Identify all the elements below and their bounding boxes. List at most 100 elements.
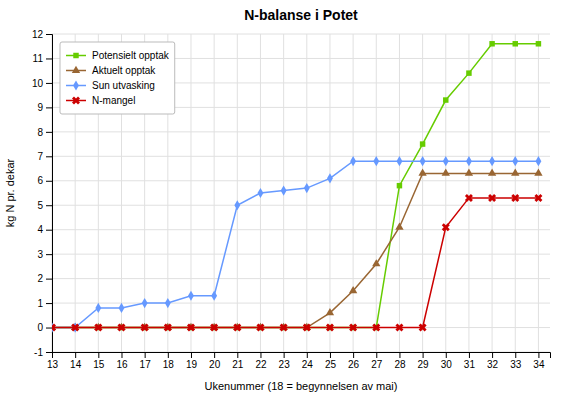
point — [281, 185, 287, 195]
point — [488, 169, 496, 176]
legend-symbol — [72, 66, 80, 73]
legend-label: Potensielt opptak — [92, 50, 170, 61]
tick-mark — [515, 352, 516, 358]
tick-label: 23 — [279, 359, 291, 370]
tick-label: 11 — [33, 53, 44, 64]
legend-label: Sun utvasking — [92, 80, 155, 91]
x-axis-label: Ukenummer (18 = begynnelsen av mai) — [205, 380, 398, 392]
point — [115, 322, 127, 334]
tick: 30 — [441, 352, 453, 370]
grid-line-x — [329, 34, 330, 352]
tick-label: 22 — [255, 359, 267, 370]
point — [535, 156, 541, 166]
tick-mark — [46, 181, 52, 182]
legend-item: Potensielt opptak — [66, 50, 170, 61]
point — [326, 308, 334, 315]
chart-container: 1314151617181920212223242526272829303132… — [0, 0, 568, 400]
tick-label: 20 — [209, 359, 221, 370]
point — [92, 322, 104, 334]
tick: 19 — [186, 352, 198, 370]
point — [304, 183, 310, 193]
series-line — [52, 173, 538, 327]
grid-line-y — [52, 34, 550, 35]
tick-label: 18 — [163, 359, 175, 370]
grid-line-y — [52, 205, 550, 206]
tick-label: 30 — [441, 359, 453, 370]
legend-box — [60, 42, 175, 114]
marks — [52, 41, 544, 333]
tick: 13 — [47, 352, 59, 370]
tick-mark — [46, 107, 52, 108]
tick-label: 27 — [371, 359, 383, 370]
axis-line — [53, 353, 551, 359]
y-axis-label: kg N pr. dekar — [4, 158, 16, 227]
point — [95, 303, 101, 313]
title: N-balanse i Potet — [244, 7, 358, 23]
tick-label: 31 — [464, 359, 476, 370]
tick: 23 — [279, 352, 291, 370]
plot-area: 1314151617181920212223242526272829303132… — [32, 29, 551, 370]
grid-line-y — [52, 278, 550, 279]
point — [443, 97, 448, 102]
point — [231, 322, 243, 334]
tick: 3 — [37, 249, 52, 260]
tick: 4 — [37, 224, 52, 235]
grid-line-x — [399, 34, 400, 352]
tick-mark — [46, 352, 52, 353]
tick-mark — [46, 58, 52, 59]
tick-label: 15 — [93, 359, 105, 370]
grid-line-y — [52, 229, 550, 230]
point — [463, 192, 475, 204]
tick-mark — [399, 352, 400, 358]
grid — [52, 34, 550, 352]
legend-label: N-mangel — [92, 95, 135, 106]
tick-mark — [492, 352, 493, 358]
tick-label: 10 — [32, 78, 44, 89]
point — [349, 286, 357, 293]
tick-label: 5 — [37, 200, 43, 211]
tick-mark — [191, 352, 192, 358]
tick: 6 — [37, 175, 52, 186]
grid-line-x — [538, 34, 539, 352]
point — [440, 221, 452, 233]
tick-label: 6 — [37, 175, 43, 186]
tick-mark — [284, 352, 285, 358]
point — [486, 192, 498, 204]
point — [396, 156, 402, 166]
tick: 9 — [37, 102, 52, 113]
series — [52, 41, 541, 330]
tick-mark — [376, 352, 377, 358]
point — [185, 322, 197, 334]
point — [142, 298, 148, 308]
legend-item: N-mangel — [66, 94, 135, 106]
tick-mark — [237, 352, 238, 358]
tick-label: 12 — [32, 29, 44, 40]
point — [393, 322, 405, 334]
grid-line-x — [376, 34, 377, 352]
point — [139, 322, 151, 334]
tick: 1 — [37, 298, 52, 309]
point — [466, 70, 471, 75]
x-axis: 1314151617181920212223242526272829303132… — [47, 352, 551, 370]
point — [511, 169, 519, 176]
tick-label: -1 — [34, 347, 43, 358]
tick: 28 — [394, 352, 406, 370]
tick: 21 — [232, 352, 244, 370]
tick-label: 32 — [487, 359, 499, 370]
grid-line-x — [468, 34, 469, 352]
series-line — [52, 161, 538, 327]
legend-symbol — [73, 80, 79, 90]
chart-svg: 1314151617181920212223242526272829303132… — [0, 0, 568, 400]
point — [69, 322, 81, 334]
tick: 7 — [37, 151, 52, 162]
grid-line-y — [52, 131, 550, 132]
point — [420, 141, 425, 146]
point — [536, 41, 541, 46]
grid-line-x — [445, 34, 446, 352]
tick: 27 — [371, 352, 383, 370]
point — [347, 322, 359, 334]
tick-mark — [214, 352, 215, 358]
tick-mark — [469, 352, 470, 358]
grid-line-y — [52, 156, 550, 157]
point — [489, 156, 495, 166]
